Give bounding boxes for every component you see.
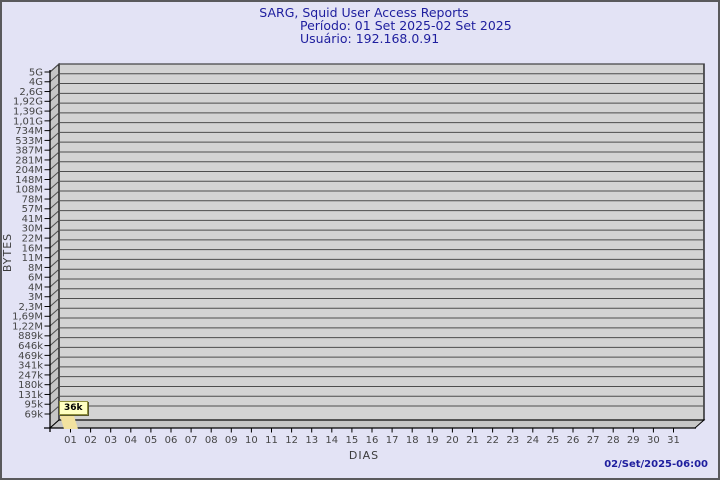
sarg-report-page: SARG, Squid User Access Reports Período:… bbox=[0, 0, 720, 480]
x-tick-label: 09 bbox=[225, 435, 238, 446]
x-tick-label: 26 bbox=[567, 435, 580, 446]
chart-canvas: 5G4G2,6G1,92G1,39G1,01G734M533M387M281M2… bbox=[2, 2, 718, 478]
y-axis-title: BYTES bbox=[1, 233, 14, 272]
x-tick-label: 04 bbox=[124, 435, 137, 446]
x-tick-label: 13 bbox=[305, 435, 318, 446]
x-tick-label: 14 bbox=[325, 435, 338, 446]
x-axis-title: DIAS bbox=[349, 449, 379, 462]
y-tick-label: 69k bbox=[24, 409, 43, 420]
x-axis: 01 02 03 04 05 06 07 08 09 10 11 12 13 14 15 16 17 18 19 20… bbox=[64, 428, 680, 446]
x-tick-label: 20 bbox=[446, 435, 459, 446]
x-tick-label: 10 bbox=[245, 435, 258, 446]
x-tick-label: 05 bbox=[145, 435, 158, 446]
x-tick-label: 11 bbox=[265, 435, 278, 446]
x-tick-label: 28 bbox=[607, 435, 620, 446]
x-tick-label: 30 bbox=[647, 435, 660, 446]
x-tick-label: 06 bbox=[165, 435, 178, 446]
x-tick-label: 01 bbox=[64, 435, 77, 446]
x-tick-label: 27 bbox=[587, 435, 600, 446]
x-tick-label: 15 bbox=[346, 435, 359, 446]
x-tick-label: 21 bbox=[466, 435, 479, 446]
plot-floor-3d bbox=[50, 420, 704, 428]
x-tick-label: 22 bbox=[486, 435, 499, 446]
x-tick-label: 17 bbox=[386, 435, 399, 446]
x-tick-label: 23 bbox=[506, 435, 519, 446]
x-tick-label: 24 bbox=[526, 435, 539, 446]
x-tick-label: 02 bbox=[84, 435, 97, 446]
x-tick-label: 16 bbox=[366, 435, 379, 446]
x-tick-label: 31 bbox=[667, 435, 680, 446]
x-tick-label: 19 bbox=[426, 435, 439, 446]
x-tick-label: 07 bbox=[185, 435, 198, 446]
x-tick-label: 29 bbox=[627, 435, 640, 446]
data-point-label: 36k bbox=[59, 401, 88, 415]
generated-timestamp: 02/Set/2025-06:00 bbox=[604, 459, 708, 470]
x-tick-label: 18 bbox=[406, 435, 419, 446]
x-tick-label: 25 bbox=[547, 435, 560, 446]
x-tick-label: 12 bbox=[285, 435, 298, 446]
x-tick-label: 03 bbox=[104, 435, 117, 446]
x-tick-label: 08 bbox=[205, 435, 218, 446]
